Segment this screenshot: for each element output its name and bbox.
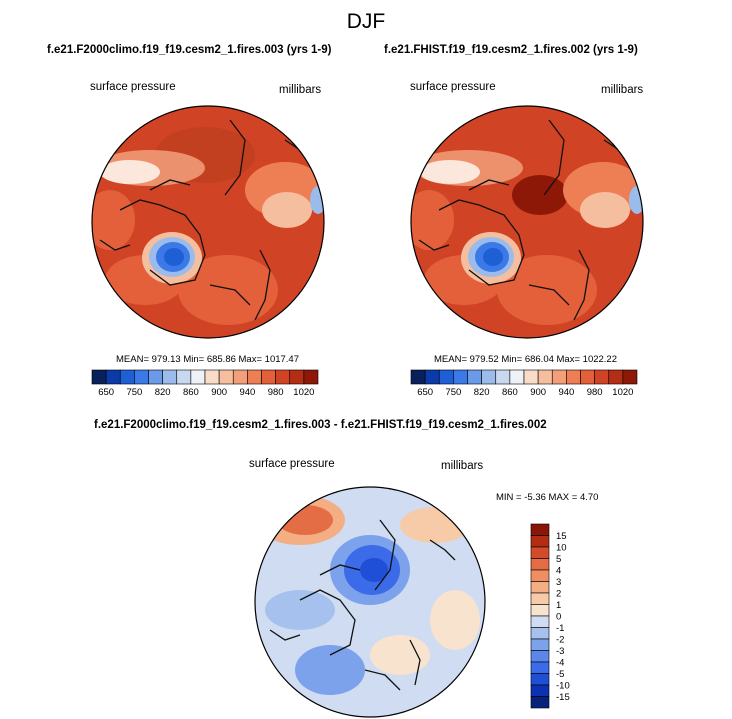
diff-colorbar-tick-label: -10 bbox=[556, 681, 570, 692]
diff-field-label: surface pressure bbox=[249, 458, 335, 470]
diff-colorbar-swatch-8 bbox=[530, 615, 550, 628]
diff-colorbar-tick-label: 15 bbox=[556, 531, 567, 542]
right-colorbar-tick-label: 900 bbox=[530, 387, 546, 398]
diff-colorbar-tick-label: -5 bbox=[556, 669, 564, 680]
left-stats: MEAN= 979.13 Min= 685.86 Max= 1017.47 bbox=[116, 354, 299, 365]
right-colorbar-swatch-10 bbox=[551, 369, 567, 385]
left-colorbar-swatch-11 bbox=[247, 369, 262, 385]
right-colorbar-swatch-8 bbox=[523, 369, 539, 385]
right-colorbar-tick-label: 820 bbox=[474, 387, 490, 398]
diff-colorbar-swatch-3 bbox=[530, 558, 550, 571]
left-units-label: millibars bbox=[279, 84, 322, 96]
left-colorbar-tick-label: 860 bbox=[183, 387, 199, 398]
left-colorbar-swatch-14 bbox=[289, 369, 305, 385]
right-colorbar-swatch-12 bbox=[580, 369, 595, 385]
right-stats: MEAN= 979.52 Min= 686.04 Max= 1022.22 bbox=[434, 354, 617, 365]
diff-colorbar-tick-label: 10 bbox=[556, 543, 567, 554]
diff-colorbar-tick-label: -2 bbox=[556, 635, 564, 646]
left-colorbar-tick-label: 1020 bbox=[293, 387, 314, 398]
diff-colorbar-swatch-1 bbox=[530, 535, 550, 548]
right-colorbar-swatch-0 bbox=[410, 369, 426, 385]
left-colorbar-tick-label: 900 bbox=[211, 387, 227, 398]
right-colorbar-tick-label: 940 bbox=[558, 387, 574, 398]
diff-colorbar-tick-label: 3 bbox=[556, 577, 561, 588]
right-colorbar-swatch-13 bbox=[594, 369, 610, 385]
right-colorbar-swatch-14 bbox=[608, 369, 624, 385]
left-colorbar-tick-label: 980 bbox=[268, 387, 284, 398]
left-case-title: f.e21.F2000climo.f19_f19.cesm2_1.fires.0… bbox=[47, 44, 332, 56]
left-colorbar-swatch-10 bbox=[232, 369, 248, 385]
right-colorbar-tick-label: 860 bbox=[502, 387, 518, 398]
left-colorbar: 650 750 820 860 900 940 980 1020 bbox=[91, 369, 319, 398]
diff-colorbar-swatch-2 bbox=[530, 546, 550, 559]
right-colorbar-tick-label: 650 bbox=[417, 387, 433, 398]
left-colorbar-tick-label: 650 bbox=[98, 387, 114, 398]
left-colorbar-swatch-12 bbox=[261, 369, 276, 385]
diff-colorbar-tick-label: 5 bbox=[556, 554, 561, 565]
right-colorbar-tick-label: 980 bbox=[587, 387, 603, 398]
left-colorbar-swatch-1 bbox=[105, 369, 121, 385]
diff-colorbar-tick-label: 0 bbox=[556, 612, 561, 623]
diff-colorbar-tick-label: -1 bbox=[556, 623, 564, 634]
right-colorbar-swatch-2 bbox=[438, 369, 454, 385]
diff-colorbar-tick-label: -15 bbox=[556, 692, 570, 703]
left-colorbar-swatch-9 bbox=[218, 369, 234, 385]
left-colorbar-tick-label: 750 bbox=[126, 387, 142, 398]
right-units-label: millibars bbox=[601, 84, 644, 96]
diff-colorbar-swatch-10 bbox=[530, 638, 550, 651]
left-colorbar-swatch-2 bbox=[119, 369, 135, 385]
diff-colorbar-swatch-0 bbox=[530, 523, 550, 536]
left-colorbar-swatch-15 bbox=[303, 369, 319, 385]
diff-colorbar-swatch-14 bbox=[530, 684, 550, 697]
left-map bbox=[92, 106, 324, 338]
right-colorbar-swatch-1 bbox=[424, 369, 440, 385]
right-colorbar-swatch-4 bbox=[467, 369, 482, 385]
diff-colorbar-tick-label: 4 bbox=[556, 566, 561, 577]
left-colorbar-swatch-13 bbox=[275, 369, 291, 385]
diff-colorbar-swatch-15 bbox=[530, 696, 550, 709]
left-colorbar-swatch-4 bbox=[148, 369, 163, 385]
right-case-title: f.e21.FHIST.f19_f19.cesm2_1.fires.002 (y… bbox=[384, 44, 638, 56]
diff-units-label: millibars bbox=[441, 460, 484, 472]
diff-map bbox=[255, 487, 485, 717]
diff-colorbar-swatch-6 bbox=[530, 592, 550, 605]
diff-colorbar-tick-label: 2 bbox=[556, 589, 561, 600]
diff-colorbar-swatch-9 bbox=[530, 627, 550, 640]
diff-colorbar-swatch-7 bbox=[530, 604, 550, 617]
diff-colorbar-tick-label: -4 bbox=[556, 658, 564, 669]
right-colorbar-swatch-7 bbox=[509, 369, 525, 385]
diff-colorbar-tick-label: 1 bbox=[556, 600, 561, 611]
page-title: DJF bbox=[346, 10, 386, 33]
left-colorbar-tick-label: 820 bbox=[155, 387, 171, 398]
right-colorbar-tick-label: 1020 bbox=[612, 387, 633, 398]
right-colorbar-swatch-3 bbox=[453, 369, 468, 385]
right-field-label: surface pressure bbox=[410, 81, 496, 93]
left-colorbar-swatch-6 bbox=[176, 369, 192, 385]
right-map bbox=[411, 106, 643, 338]
right-colorbar-swatch-5 bbox=[481, 369, 497, 385]
left-colorbar-swatch-7 bbox=[190, 369, 206, 385]
left-colorbar-swatch-8 bbox=[204, 369, 220, 385]
diff-colorbar-swatch-13 bbox=[530, 673, 550, 686]
left-colorbar-swatch-5 bbox=[162, 369, 178, 385]
right-colorbar-swatch-15 bbox=[622, 369, 638, 385]
left-colorbar-swatch-0 bbox=[91, 369, 107, 385]
diff-minmax: MIN = -5.36 MAX = 4.70 bbox=[496, 492, 599, 503]
diff-colorbar-swatch-4 bbox=[530, 569, 550, 582]
diff-colorbar-tick-label: -3 bbox=[556, 646, 564, 657]
diff-colorbar-swatch-11 bbox=[530, 650, 550, 663]
left-colorbar-tick-label: 940 bbox=[239, 387, 255, 398]
right-colorbar-tick-label: 750 bbox=[445, 387, 461, 398]
diff-colorbar-swatch-12 bbox=[530, 661, 550, 674]
right-colorbar-swatch-9 bbox=[537, 369, 553, 385]
diff-title: f.e21.F2000climo.f19_f19.cesm2_1.fires.0… bbox=[94, 419, 547, 431]
right-colorbar-swatch-6 bbox=[495, 369, 511, 385]
right-colorbar-swatch-11 bbox=[566, 369, 581, 385]
right-colorbar: 650 750 820 860 900 940 980 1020 bbox=[410, 369, 638, 398]
left-field-label: surface pressure bbox=[90, 81, 176, 93]
left-colorbar-swatch-3 bbox=[134, 369, 149, 385]
diff-colorbar-swatch-5 bbox=[530, 581, 550, 594]
